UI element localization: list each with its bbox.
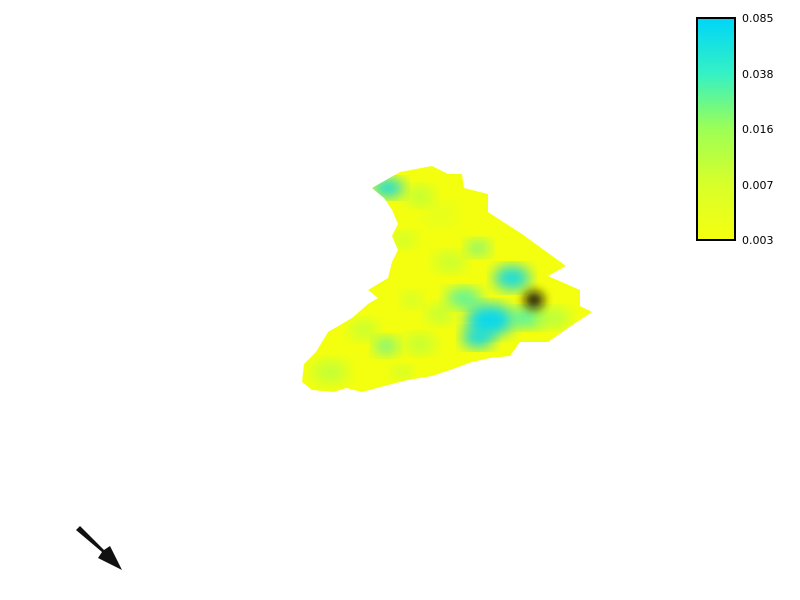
value-blob	[494, 266, 530, 290]
value-blob	[422, 202, 458, 226]
value-blob	[426, 304, 454, 324]
value-blob	[404, 334, 436, 354]
north-arrow-icon	[76, 526, 122, 570]
region	[302, 166, 592, 392]
legend-tick-0: 0.085	[742, 12, 774, 25]
value-blob	[312, 360, 348, 384]
hotspot	[524, 291, 544, 309]
legend-tick-2: 0.016	[742, 123, 774, 136]
value-blob	[350, 320, 378, 340]
value-field	[312, 179, 570, 384]
value-blob	[372, 179, 404, 197]
legend-tick-4: 0.003	[742, 234, 774, 247]
value-blob	[402, 292, 422, 308]
color-legend: 0.085 0.038 0.016 0.007 0.003	[696, 13, 774, 246]
value-blob	[392, 232, 416, 248]
value-blob	[510, 308, 542, 328]
value-blob	[406, 186, 434, 206]
legend-tick-1: 0.038	[742, 68, 774, 81]
value-blob	[392, 366, 412, 378]
value-blob	[534, 308, 570, 328]
value-blob	[466, 240, 490, 256]
value-blob	[462, 328, 494, 348]
region-base	[302, 166, 592, 392]
value-blob	[374, 337, 398, 355]
legend-color-bar	[696, 17, 736, 241]
value-blob	[434, 252, 466, 272]
legend-tick-3: 0.007	[742, 179, 774, 192]
value-blob	[446, 288, 482, 308]
